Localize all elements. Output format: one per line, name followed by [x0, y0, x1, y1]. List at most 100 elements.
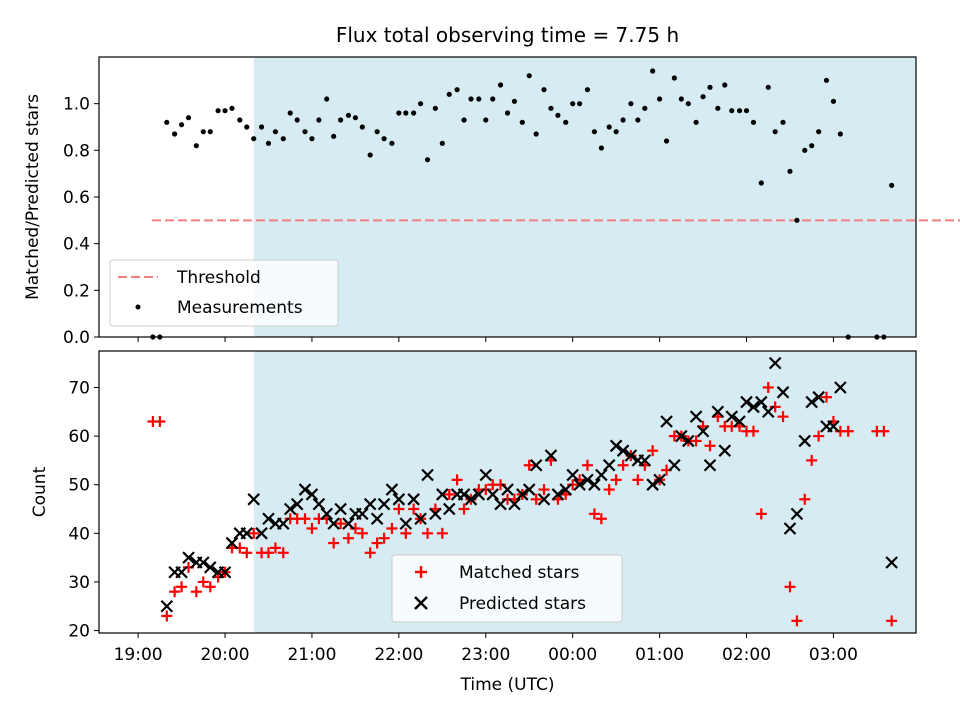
measurement-point [736, 108, 743, 114]
measurement-point [272, 129, 279, 135]
predicted-star-point [457, 488, 471, 501]
measurement-point [504, 110, 511, 116]
predicted-star-point [342, 517, 355, 530]
predicted-star-point [638, 454, 652, 467]
matched-star-point [886, 615, 898, 627]
predicted-star-point [363, 497, 377, 511]
predicted-star-point [711, 405, 725, 419]
ratio-legend-box [109, 259, 339, 327]
predicted-star-point [834, 381, 847, 394]
matched-star-point [241, 547, 253, 559]
predicted-star-point [682, 434, 695, 448]
predicted-star-point [421, 468, 434, 482]
measurement-point [424, 157, 431, 163]
predicted-star-point [320, 507, 333, 521]
predicted-star-point [595, 468, 608, 482]
measurement-point [280, 136, 286, 142]
count-y-tick-label: 60 [68, 427, 90, 447]
predicted-star-point [494, 497, 507, 511]
predicted-star-point [392, 493, 406, 506]
predicted-star-point [660, 415, 673, 428]
matched-star-point [349, 522, 361, 534]
measurement-point [207, 129, 213, 135]
measurement-point [584, 87, 591, 93]
measurement-point [294, 117, 300, 123]
measurement-point [417, 101, 424, 107]
measurement-point [563, 119, 569, 125]
predicted-star-point [747, 400, 760, 414]
predicted-star-point [501, 483, 514, 496]
matched-star-point [386, 522, 398, 534]
predicted-star-point [798, 434, 812, 448]
matched-star-point [299, 513, 311, 525]
measurement-point [237, 117, 243, 123]
measurement-point [389, 140, 395, 146]
matched-star-point [480, 484, 492, 496]
matched-star-point [567, 479, 579, 491]
matched-star-point [197, 576, 209, 588]
matched-star-point [400, 527, 412, 539]
matched-star-point [443, 488, 455, 500]
measurement-point [620, 117, 626, 123]
measurement-point [251, 136, 257, 142]
count-x-tick-label: 01:00 [635, 645, 684, 665]
measurement-point [577, 101, 583, 107]
predicted-star-point [668, 458, 681, 472]
predicted-star-point [733, 415, 746, 428]
measurement-point [787, 168, 793, 174]
count-x-tick-label: 00:00 [548, 645, 597, 665]
measurement-point [598, 145, 604, 151]
count-y-tick-label: 40 [68, 524, 90, 544]
predicted-star-point [609, 439, 623, 453]
measurement-point [483, 117, 489, 123]
ratio-legend-threshold-label: Threshold [176, 268, 261, 288]
measurement-point [837, 131, 843, 137]
measurement-point [396, 110, 402, 116]
predicted-star-point [305, 488, 319, 501]
measurement-point [403, 110, 409, 116]
measurement-point [309, 136, 315, 142]
measurement-point [411, 110, 417, 116]
measurement-point [454, 87, 460, 93]
count-legend-matched-label: Matched stars [459, 563, 579, 583]
measurement-point [367, 152, 373, 158]
matched-star-point [458, 503, 470, 515]
chart-title: Flux total observing time = 7.75 h [336, 23, 679, 47]
predicted-star-point [175, 565, 188, 579]
matched-star-point [161, 610, 173, 622]
measurement-point [446, 91, 452, 97]
count-x-tick-label: 02:00 [722, 645, 771, 665]
measurement-point [461, 117, 467, 123]
matched-star-point [617, 459, 629, 471]
predicted-star-point [581, 473, 594, 487]
measurement-point [222, 108, 228, 114]
measurement-point [193, 143, 199, 149]
ratio-y-tick-label: 0.0 [63, 328, 90, 348]
measurement-point [780, 119, 786, 125]
predicted-star-point [529, 458, 543, 472]
measurement-point [265, 140, 272, 146]
measurement-point [635, 117, 641, 123]
matched-star-point [523, 459, 535, 471]
matched-star-point [784, 581, 796, 593]
measurement-point [302, 129, 308, 135]
measurement-point [729, 108, 735, 114]
measurement-point [663, 138, 670, 144]
predicted-star-point [653, 473, 666, 487]
count-x-axis-label: Time (UTC) [460, 675, 555, 695]
measurement-point [758, 180, 764, 186]
measurement-point [476, 96, 482, 102]
predicted-star-point [624, 449, 638, 462]
count-x-tick-label: 21:00 [287, 645, 336, 665]
predicted-star-point [573, 478, 586, 491]
count-x-tick-label: 03:00 [809, 645, 858, 665]
predicted-star-point [370, 512, 384, 526]
measurement-point [671, 75, 677, 81]
predicted-star-point [885, 556, 898, 569]
ratio-y-tick-label: 1.0 [63, 95, 90, 115]
predicted-star-point [429, 507, 442, 521]
predicted-star-point [486, 488, 500, 501]
predicted-star-point [436, 488, 449, 501]
measurement-point [794, 217, 800, 223]
measurement-point [519, 119, 525, 125]
